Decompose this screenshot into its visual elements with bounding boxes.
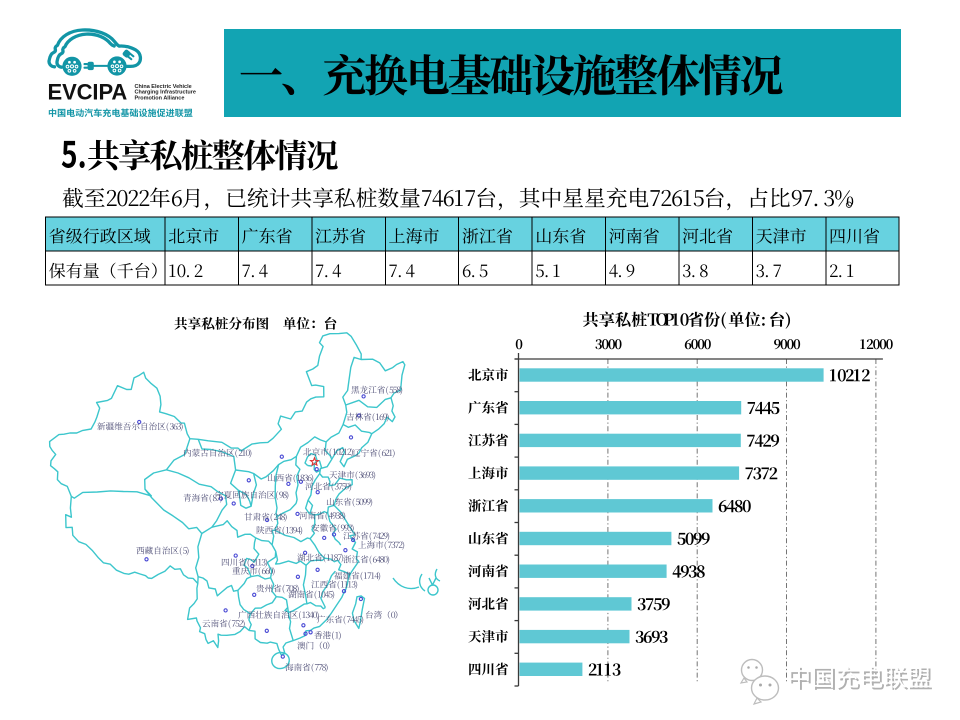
svg-text:China Electric Vehicle: China Electric Vehicle (135, 84, 192, 90)
svg-text:Promotion Alliance: Promotion Alliance (135, 95, 185, 101)
svg-text:EVCIPA: EVCIPA (48, 79, 128, 104)
svg-text:Charging Infrastructure: Charging Infrastructure (135, 90, 196, 96)
